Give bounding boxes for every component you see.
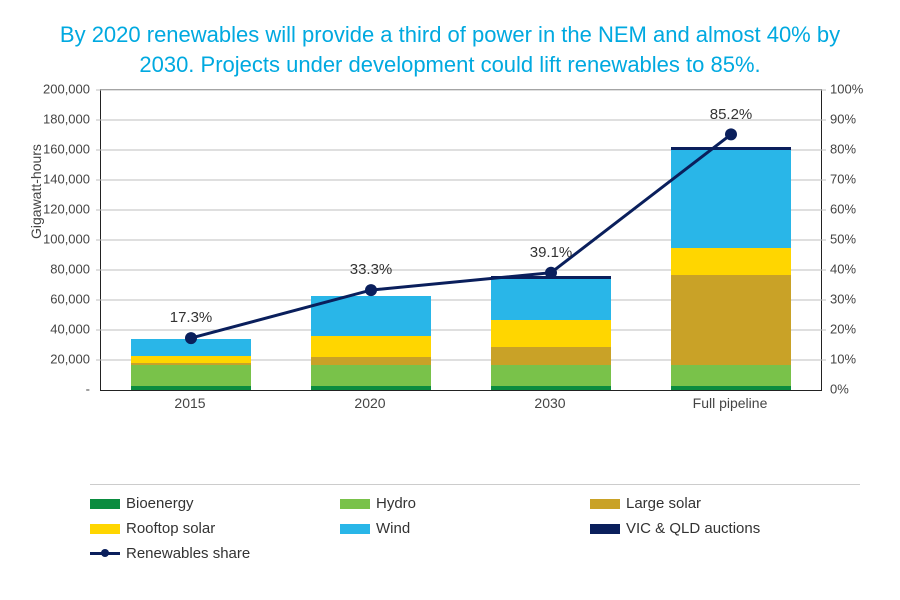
- bar-segment-hydro: [491, 365, 611, 386]
- y-left-tick: 40,000: [30, 322, 90, 337]
- y-right-tick: 10%: [830, 352, 880, 367]
- y-right-tick: 60%: [830, 202, 880, 217]
- chart-title: By 2020 renewables will provide a third …: [0, 0, 900, 89]
- plot-area: 17.3% 33.3% 39.1% 85.2%: [100, 89, 822, 391]
- bar-group: [671, 147, 791, 390]
- legend-label: Wind: [376, 520, 410, 537]
- legend-swatch: [340, 499, 370, 509]
- y-right-tick: 30%: [830, 292, 880, 307]
- legend-label: Renewables share: [126, 545, 250, 562]
- legend: Bioenergy Hydro Large solar Rooftop solar Wi…: [90, 484, 860, 562]
- bar-segment-wind: [131, 339, 251, 356]
- legend-swatch-line: [90, 552, 120, 555]
- legend-label: Large solar: [626, 495, 701, 512]
- percentage-label: 17.3%: [170, 309, 213, 330]
- y-left-tick: 180,000: [30, 112, 90, 127]
- y-right-tick: 0%: [830, 382, 880, 397]
- bar-group: [311, 296, 431, 391]
- legend-item-vic_qld: VIC & QLD auctions: [590, 520, 810, 537]
- x-axis-label: 2015: [174, 395, 205, 411]
- bar-group: [131, 339, 251, 390]
- legend-swatch: [90, 524, 120, 534]
- bar-segment-wind: [311, 296, 431, 337]
- bar-segment-rooftop_solar: [131, 356, 251, 364]
- legend-item-hydro: Hydro: [340, 495, 560, 512]
- legend-item-bioenergy: Bioenergy: [90, 495, 310, 512]
- y-right-tick: 50%: [830, 232, 880, 247]
- x-axis-label: 2020: [354, 395, 385, 411]
- bar-segment-bioenergy: [671, 386, 791, 391]
- y-left-tick: -: [30, 382, 90, 397]
- bar-segment-wind: [491, 279, 611, 320]
- y-right-tick: 40%: [830, 262, 880, 277]
- y-left-tick: 100,000: [30, 232, 90, 247]
- legend-label: Rooftop solar: [126, 520, 215, 537]
- legend-label: Hydro: [376, 495, 416, 512]
- legend-swatch: [590, 499, 620, 509]
- chart-area: Gigawatt-hours Renewables share -20,0004…: [100, 89, 820, 429]
- x-axis-label: 2030: [534, 395, 565, 411]
- legend-item-rooftop_solar: Rooftop solar: [90, 520, 310, 537]
- bar-segment-hydro: [671, 365, 791, 386]
- y-left-tick: 60,000: [30, 292, 90, 307]
- y-left-tick: 140,000: [30, 172, 90, 187]
- legend-label: Bioenergy: [126, 495, 194, 512]
- y-right-tick: 20%: [830, 322, 880, 337]
- legend-item-renewables-share: Renewables share: [90, 545, 310, 562]
- percentage-label: 39.1%: [530, 244, 573, 265]
- y-right-tick: 90%: [830, 112, 880, 127]
- y-left-tick: 80,000: [30, 262, 90, 277]
- percentage-label: 33.3%: [350, 261, 393, 282]
- bar-segment-large_solar: [491, 347, 611, 365]
- y-left-tick: 200,000: [30, 82, 90, 97]
- bar-segment-large_solar: [311, 357, 431, 365]
- y-right-tick: 100%: [830, 82, 880, 97]
- y-left-tick: 120,000: [30, 202, 90, 217]
- x-axis-label: Full pipeline: [693, 395, 768, 411]
- bar-segment-rooftop_solar: [491, 320, 611, 347]
- bar-segment-hydro: [131, 365, 251, 386]
- legend-item-wind: Wind: [340, 520, 560, 537]
- y-right-ticks: 0%10%20%30%40%50%60%70%80%90%100%: [830, 89, 880, 389]
- bar-segment-hydro: [311, 365, 431, 386]
- bar-segment-bioenergy: [131, 386, 251, 391]
- bar-group: [491, 276, 611, 390]
- bar-segment-bioenergy: [311, 386, 431, 391]
- bar-segment-bioenergy: [491, 386, 611, 391]
- bar-segment-large_solar: [671, 275, 791, 365]
- y-left-tick: 160,000: [30, 142, 90, 157]
- legend-swatch: [340, 524, 370, 534]
- bar-segment-rooftop_solar: [671, 248, 791, 275]
- legend-label: VIC & QLD auctions: [626, 520, 760, 537]
- y-left-ticks: -20,00040,00060,00080,000100,000120,0001…: [30, 89, 90, 389]
- legend-swatch: [90, 499, 120, 509]
- y-left-tick: 20,000: [30, 352, 90, 367]
- legend-swatch: [590, 524, 620, 534]
- percentage-label: 85.2%: [710, 106, 753, 127]
- y-right-tick: 70%: [830, 172, 880, 187]
- bar-segment-rooftop_solar: [311, 336, 431, 357]
- y-right-tick: 80%: [830, 142, 880, 157]
- legend-item-large_solar: Large solar: [590, 495, 810, 512]
- bar-segment-wind: [671, 150, 791, 248]
